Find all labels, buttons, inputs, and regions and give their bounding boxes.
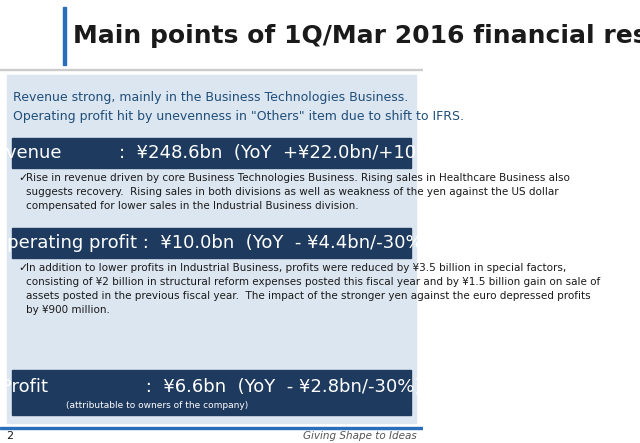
Bar bbox=[0, 0, 423, 68]
Text: (attributable to owners of the company): (attributable to owners of the company) bbox=[66, 400, 248, 409]
Text: Profit                 :  ¥6.6bn  (YoY  - ¥2.8bn/-30%): Profit : ¥6.6bn (YoY - ¥2.8bn/-30%) bbox=[1, 378, 422, 396]
Text: Rise in revenue driven by core Business Technologies Business. Rising sales in H: Rise in revenue driven by core Business … bbox=[26, 173, 570, 211]
Bar bbox=[6, 75, 417, 423]
Text: ✓: ✓ bbox=[19, 263, 28, 273]
Bar bbox=[12, 370, 411, 415]
Bar bbox=[63, 7, 66, 65]
Text: Operating profit :  ¥10.0bn  (YoY  - ¥4.4bn/-30%): Operating profit : ¥10.0bn (YoY - ¥4.4bn… bbox=[0, 234, 430, 252]
Text: Main points of 1Q/Mar 2016 financial results: Main points of 1Q/Mar 2016 financial res… bbox=[73, 24, 640, 48]
Text: ✓: ✓ bbox=[19, 173, 28, 183]
Text: Revenue strong, mainly in the Business Technologies Business.
Operating profit h: Revenue strong, mainly in the Business T… bbox=[13, 91, 464, 123]
Bar bbox=[0, 69, 423, 70]
Text: In addition to lower profits in Industrial Business, profits were reduced by ¥3.: In addition to lower profits in Industri… bbox=[26, 263, 601, 315]
Bar bbox=[12, 228, 411, 258]
Text: 2: 2 bbox=[6, 431, 13, 441]
Bar bbox=[12, 138, 411, 168]
Text: Giving Shape to Ideas: Giving Shape to Ideas bbox=[303, 431, 417, 441]
Bar bbox=[0, 427, 423, 429]
Text: Revenue          :  ¥248.6bn  (YoY  +¥22.0bn/+10%): Revenue : ¥248.6bn (YoY +¥22.0bn/+10%) bbox=[0, 144, 440, 162]
